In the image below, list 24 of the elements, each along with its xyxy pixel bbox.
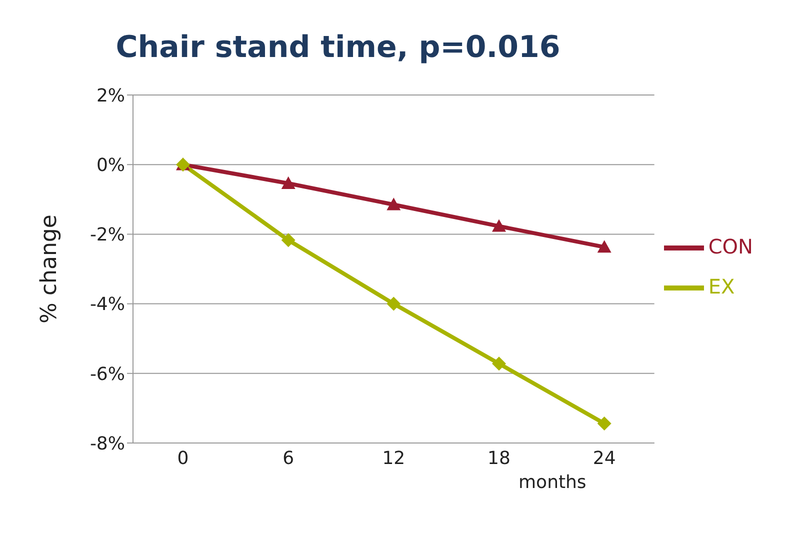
x-tick-label: 0 xyxy=(177,448,189,469)
x-tick-label: 12 xyxy=(382,448,406,469)
point xyxy=(386,296,401,311)
x-tick-label: 24 xyxy=(592,448,616,469)
point xyxy=(597,240,612,253)
y-axis-title: % change xyxy=(36,214,62,324)
point xyxy=(386,198,401,210)
chart-title: Chair stand time, p=0.016 xyxy=(114,30,562,65)
y-tick-label: -2% xyxy=(90,224,125,246)
point xyxy=(597,416,612,431)
y-tick-label: 0% xyxy=(96,154,125,176)
point xyxy=(492,219,506,232)
point xyxy=(492,356,506,371)
point xyxy=(281,233,296,248)
y-tick-label: -8% xyxy=(90,433,125,454)
legend-label: EX xyxy=(708,274,735,298)
y-tick-label: -4% xyxy=(90,294,125,316)
legend-label: CON xyxy=(708,234,753,258)
x-tick-label: 18 xyxy=(488,448,510,469)
x-tick-label: 6 xyxy=(282,448,294,469)
y-tick-label: -6% xyxy=(90,364,125,385)
y-tick-label: 2% xyxy=(96,85,125,106)
x-axis-title: months xyxy=(518,472,586,493)
point xyxy=(281,176,296,189)
